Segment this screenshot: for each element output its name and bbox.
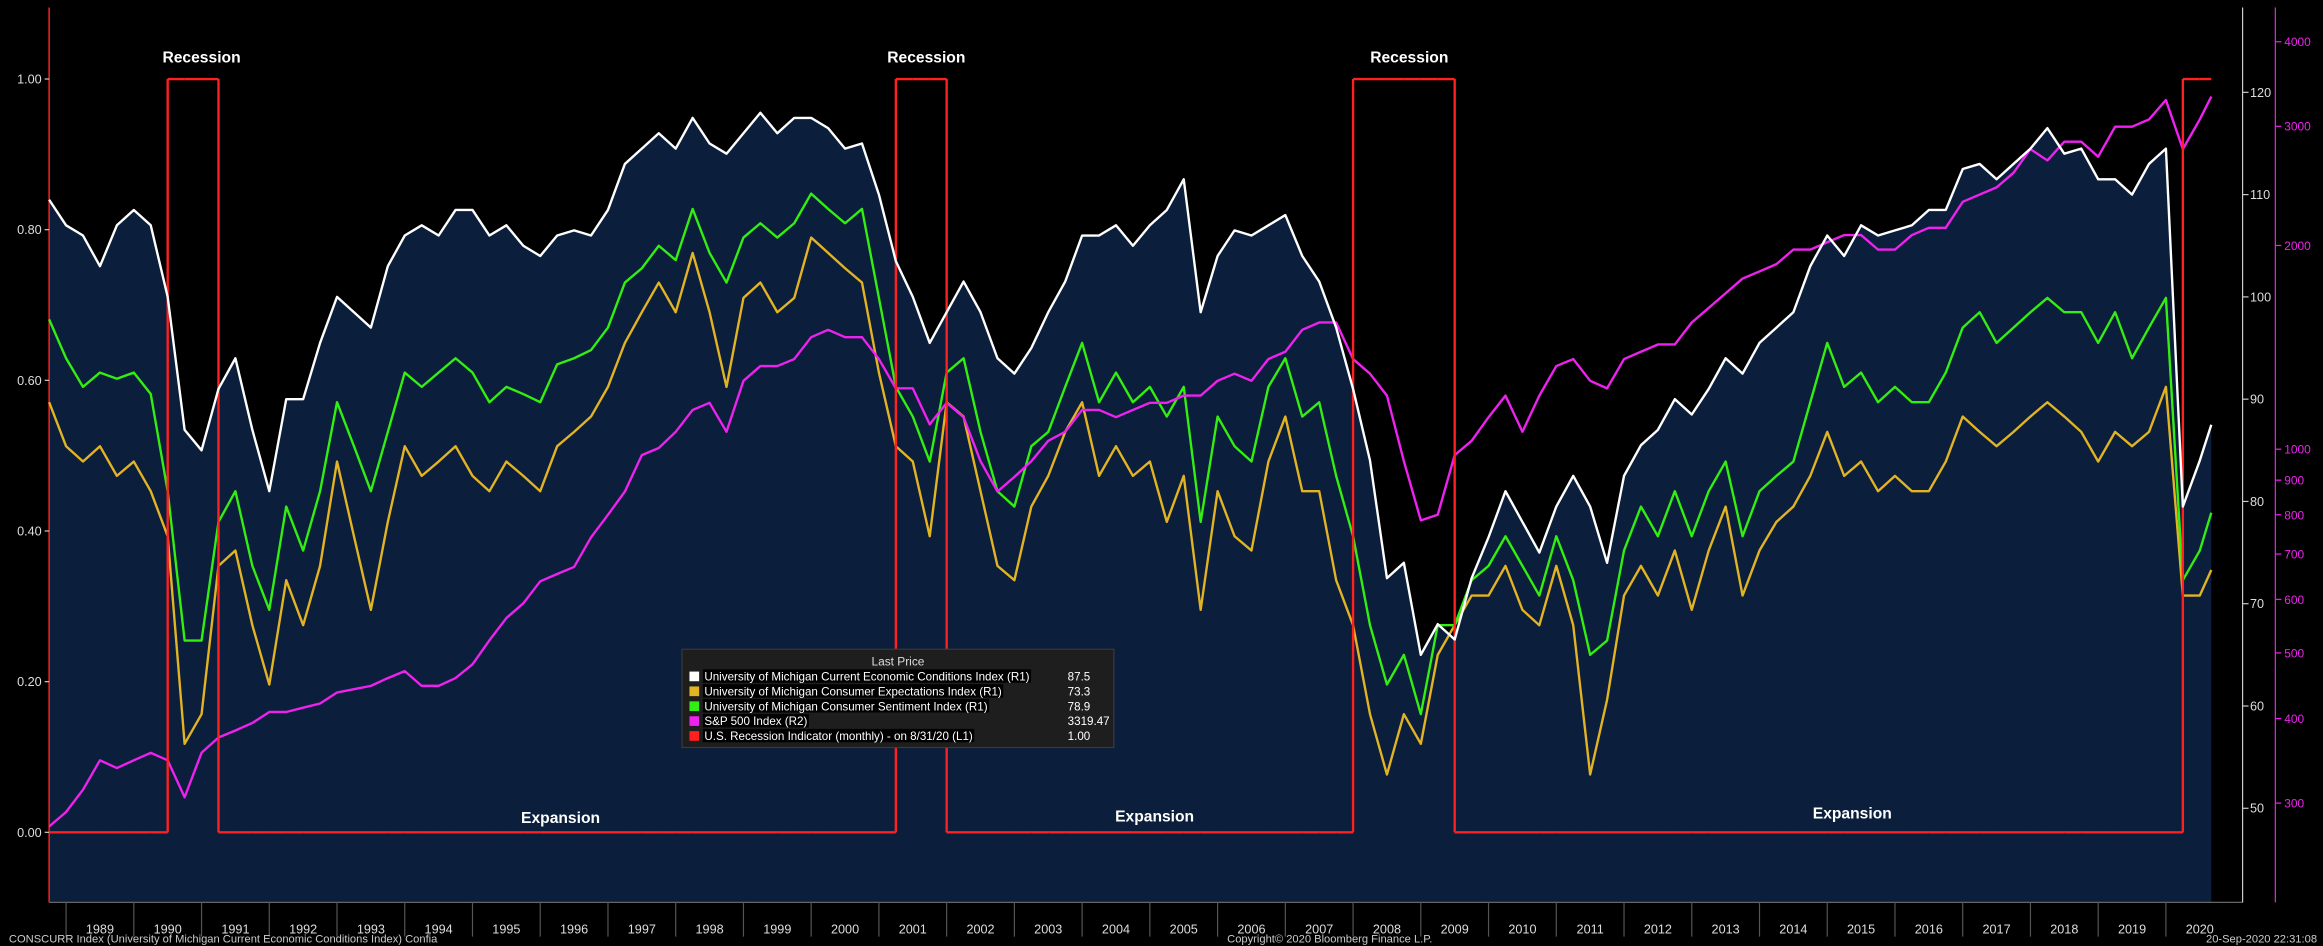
legend-swatch xyxy=(689,701,700,712)
y3-tick-label: 4000 xyxy=(2284,35,2311,49)
legend-swatch xyxy=(689,731,700,741)
y2-tick-label: 60 xyxy=(2250,699,2264,713)
x-tick-label: 2007 xyxy=(1305,923,1333,937)
legend-swatch xyxy=(689,716,700,726)
x-tick-label: 1997 xyxy=(628,923,656,937)
annotation: Expansion xyxy=(521,810,600,827)
x-tick-label: 2020 xyxy=(2186,923,2214,937)
x-tick-label: 2005 xyxy=(1170,923,1198,937)
line-layer xyxy=(48,77,2213,834)
y2-tick-label: 50 xyxy=(2250,802,2264,816)
y-tick-label: 0.20 xyxy=(17,675,42,689)
line xyxy=(48,111,2213,657)
x-tick-label: 2016 xyxy=(1915,923,1943,937)
y2-tick-label: 100 xyxy=(2250,290,2271,304)
legend-swatch xyxy=(689,686,700,697)
legend-title: Last Price xyxy=(871,655,924,669)
y-tick-label: 0.40 xyxy=(17,524,42,538)
x-tick-label: 1991 xyxy=(221,923,249,937)
x-tick-label: 2012 xyxy=(1644,923,1672,937)
y3-tick-label: 1000 xyxy=(2284,443,2311,457)
y3-tick-label: 2000 xyxy=(2284,239,2311,253)
legend-label-bg xyxy=(702,728,975,743)
x-tick-label: 1996 xyxy=(560,923,588,937)
legend-label: S&P 500 Index (R2) xyxy=(704,715,807,728)
x-tick-label: 2011 xyxy=(1577,923,1604,937)
annotation: Expansion xyxy=(1115,809,1194,826)
annotation: Recession xyxy=(1370,49,1448,66)
x-tick-label: 2001 xyxy=(899,923,927,937)
legend-swatch xyxy=(689,671,700,682)
x-tick-label: 2003 xyxy=(1034,923,1062,937)
y2-tick-label: 90 xyxy=(2250,393,2264,407)
x-tick-label: 2009 xyxy=(1441,923,1469,937)
x-tick-label: 2019 xyxy=(2118,923,2146,937)
line xyxy=(48,192,2213,716)
legend-value: 73.3 xyxy=(1068,685,1091,698)
y-tick-label: 0.80 xyxy=(17,223,42,237)
legend-label: University of Michigan Consumer Sentimen… xyxy=(704,700,987,713)
footer-center: Copyright© 2020 Bloomberg Finance L.P. xyxy=(1227,934,1432,946)
x-tick-label: 2006 xyxy=(1237,923,1265,937)
y2-tick-label: 120 xyxy=(2250,86,2271,100)
text-layer: 1989 1990 1991 1992 1993 1994 1995 1996 1997 1998… xyxy=(17,35,2311,936)
legend-label-bg xyxy=(702,684,1004,698)
x-tick-label: 2014 xyxy=(1779,923,1807,937)
x-tick-label: 2010 xyxy=(1508,923,1536,937)
y3-tick-label: 3000 xyxy=(2284,120,2311,134)
annotation: Expansion xyxy=(1813,806,1892,823)
footer-right: 20-Sep-2020 22:31:08 xyxy=(2206,934,2317,946)
x-tick-label: 1994 xyxy=(425,923,453,937)
line xyxy=(48,236,2213,776)
x-tick-label: 1990 xyxy=(154,923,182,937)
x-tick-label: 1998 xyxy=(696,923,724,937)
y2-tick-label: 80 xyxy=(2250,495,2264,509)
x-tick-label: 1999 xyxy=(763,923,791,937)
x-tick-label: 2008 xyxy=(1373,923,1401,937)
x-tick-label: 1989 xyxy=(86,923,114,937)
legend-label-bg xyxy=(702,699,990,713)
y3-tick-label: 900 xyxy=(2284,474,2304,488)
legend-label-bg xyxy=(702,714,809,728)
y-tick-label: 1.00 xyxy=(17,72,42,86)
area xyxy=(49,112,2212,903)
legend-value: 78.9 xyxy=(1068,700,1091,713)
x-tick-label: 2013 xyxy=(1712,923,1740,937)
legend-label: University of Michigan Current Economic … xyxy=(704,671,1029,684)
axis-layer xyxy=(44,7,2282,937)
x-tick-label: 2017 xyxy=(1983,923,2011,937)
legend-label-bg xyxy=(702,669,1032,683)
y3-tick-label: 300 xyxy=(2284,797,2304,811)
y3-tick-label: 800 xyxy=(2284,508,2304,522)
x-tick-label: 1995 xyxy=(492,923,520,937)
annotation: Recession xyxy=(887,49,965,66)
y2-tick-label: 110 xyxy=(2250,188,2270,202)
legend-label: University of Michigan Consumer Expectat… xyxy=(704,685,1002,698)
x-tick-label: 2004 xyxy=(1102,923,1130,937)
y3-tick-label: 700 xyxy=(2284,548,2304,562)
legend-label: U.S. Recession Indicator (monthly) - on … xyxy=(704,730,973,743)
footer-left: CONSCURR Index (University of Michigan C… xyxy=(9,934,438,946)
y-tick-label: 0.00 xyxy=(17,826,42,840)
x-tick-label: 1992 xyxy=(289,923,317,937)
legend-value: 87.5 xyxy=(1068,671,1091,684)
x-tick-label: 1993 xyxy=(357,923,385,937)
annotation: Recession xyxy=(162,49,240,66)
area-layer xyxy=(49,112,2212,903)
legend-value: 3319.47 xyxy=(1068,715,1110,728)
x-tick-label: 2000 xyxy=(831,923,859,937)
x-tick-label: 2015 xyxy=(1847,923,1875,937)
y3-tick-label: 400 xyxy=(2284,712,2304,726)
legend-value: 1.00 xyxy=(1068,730,1091,743)
x-tick-label: 2002 xyxy=(966,923,994,937)
x-tick-label: 2018 xyxy=(2050,923,2078,937)
y2-tick-label: 70 xyxy=(2250,597,2264,611)
y3-tick-label: 600 xyxy=(2284,593,2304,607)
y-tick-label: 0.60 xyxy=(17,374,42,388)
y3-tick-label: 500 xyxy=(2284,646,2304,660)
